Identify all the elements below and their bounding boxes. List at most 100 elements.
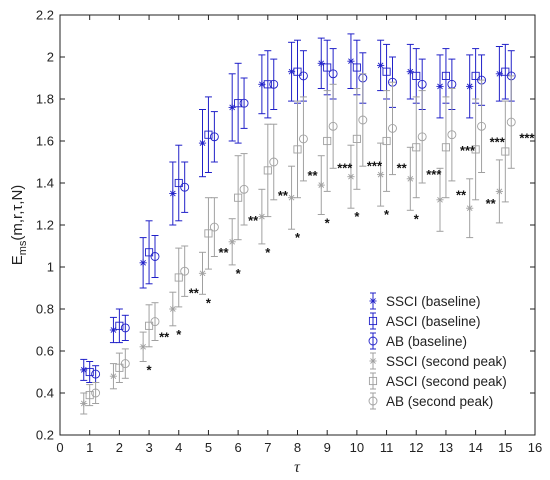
data-point bbox=[447, 130, 457, 140]
x-tick-label: 11 bbox=[380, 440, 394, 455]
data-point bbox=[198, 269, 207, 277]
error-bar bbox=[418, 90, 426, 184]
data-point bbox=[436, 196, 444, 204]
error-bar bbox=[145, 304, 153, 348]
series-0 bbox=[80, 33, 503, 381]
data-point bbox=[120, 323, 130, 333]
series-layer bbox=[80, 33, 516, 415]
x-tick-label: 4 bbox=[175, 440, 182, 455]
data-point bbox=[269, 157, 279, 167]
y-axis-label-main: E bbox=[9, 255, 26, 265]
data-point bbox=[323, 136, 332, 146]
significance-triple: *** bbox=[490, 134, 506, 149]
legend-label: SSCI (second peak) bbox=[386, 354, 507, 369]
data-point bbox=[323, 63, 332, 72]
data-point bbox=[466, 204, 474, 212]
y-tick-label: 2 bbox=[47, 50, 54, 65]
y-tick-label: 1 bbox=[47, 260, 54, 275]
data-point bbox=[263, 80, 272, 89]
data-point bbox=[293, 145, 302, 154]
data-point bbox=[85, 367, 94, 377]
significance-triple: *** bbox=[519, 130, 535, 145]
x-tick-label: 5 bbox=[205, 440, 212, 455]
significance-single: * bbox=[295, 230, 301, 245]
legend-item: AB (second peak) bbox=[368, 392, 493, 410]
error-bar bbox=[115, 308, 123, 344]
error-bar bbox=[264, 123, 272, 218]
error-bar bbox=[240, 153, 248, 226]
x-tick-label: 10 bbox=[350, 440, 364, 455]
error-bar bbox=[383, 90, 391, 192]
error-bar bbox=[412, 96, 420, 199]
x-tick-label: 16 bbox=[528, 440, 542, 455]
error-bar bbox=[323, 90, 331, 192]
data-point bbox=[85, 391, 94, 400]
legend-marker bbox=[368, 316, 378, 326]
data-point bbox=[120, 359, 130, 369]
data-point bbox=[352, 63, 361, 72]
x-tick-label: 2 bbox=[116, 440, 123, 455]
legend-marker bbox=[369, 297, 377, 305]
legend-error-bar bbox=[370, 332, 376, 350]
data-point bbox=[287, 194, 296, 202]
data-point bbox=[417, 79, 427, 89]
data-point bbox=[228, 238, 236, 246]
data-point bbox=[239, 98, 249, 108]
significance-single: * bbox=[176, 327, 182, 342]
x-tick-labels: 0 1 2 3 4 5 6 7 8 9 10 11 12 13 14 15 16 bbox=[56, 440, 542, 455]
x-tick-label: 1 bbox=[86, 440, 93, 455]
data-point bbox=[328, 69, 338, 79]
y-tick-label: 0.2 bbox=[36, 428, 54, 443]
error-bar bbox=[151, 302, 159, 341]
y-tick-label: 1.2 bbox=[36, 218, 54, 233]
data-point bbox=[466, 82, 474, 90]
significance-double: ** bbox=[486, 196, 497, 211]
error-bar bbox=[181, 161, 189, 213]
legend-box bbox=[355, 283, 529, 411]
error-bar bbox=[501, 100, 509, 203]
legend-label: SSCI (baseline) bbox=[386, 294, 481, 309]
legend-marker bbox=[368, 396, 378, 406]
data-point bbox=[263, 166, 272, 175]
series-1 bbox=[85, 39, 510, 383]
x-tick-label: 13 bbox=[439, 440, 453, 455]
data-point bbox=[436, 82, 444, 90]
data-point bbox=[174, 178, 183, 188]
data-point bbox=[209, 222, 219, 232]
significance-double: *** bbox=[367, 159, 383, 174]
legend-marker bbox=[368, 336, 378, 346]
significance-double: ** bbox=[308, 168, 319, 183]
data-point bbox=[441, 71, 450, 80]
data-point bbox=[228, 103, 236, 111]
data-point bbox=[234, 193, 243, 202]
y-axis-label-rest: (m,r,τ,N) bbox=[9, 185, 26, 241]
significance-single: * bbox=[354, 209, 360, 224]
data-point bbox=[198, 139, 207, 147]
error-bar bbox=[442, 96, 450, 199]
data-point bbox=[150, 252, 160, 261]
error-bar bbox=[270, 58, 278, 110]
x-tick-label: 7 bbox=[264, 440, 271, 455]
data-point bbox=[109, 326, 118, 334]
legend-item: SSCI (baseline) bbox=[369, 292, 481, 310]
significance-double: ** bbox=[397, 161, 408, 176]
axis-ticks bbox=[59, 14, 536, 436]
legend-error-bar bbox=[370, 392, 376, 410]
y-tick-label: 1.8 bbox=[36, 92, 54, 107]
y-tick-labels: 0.2 0.4 0.6 0.8 1 1.2 1.4 1.6 1.8 2 2.2 bbox=[36, 8, 54, 443]
error-bar bbox=[86, 361, 94, 383]
x-tick-label: 6 bbox=[235, 440, 242, 455]
data-point bbox=[506, 117, 516, 127]
data-point bbox=[115, 363, 124, 372]
error-bar bbox=[92, 382, 100, 404]
error-bar bbox=[448, 88, 456, 182]
legend-label: AB (baseline) bbox=[386, 334, 467, 349]
data-point bbox=[298, 134, 308, 144]
error-bar bbox=[294, 100, 301, 199]
legend-item: ASCI (second peak) bbox=[368, 372, 507, 390]
error-bar bbox=[240, 77, 248, 129]
error-bar bbox=[115, 352, 123, 383]
data-point bbox=[347, 173, 355, 181]
y-tick-label: 1.4 bbox=[36, 176, 54, 191]
legend-label: ASCI (baseline) bbox=[386, 314, 481, 329]
